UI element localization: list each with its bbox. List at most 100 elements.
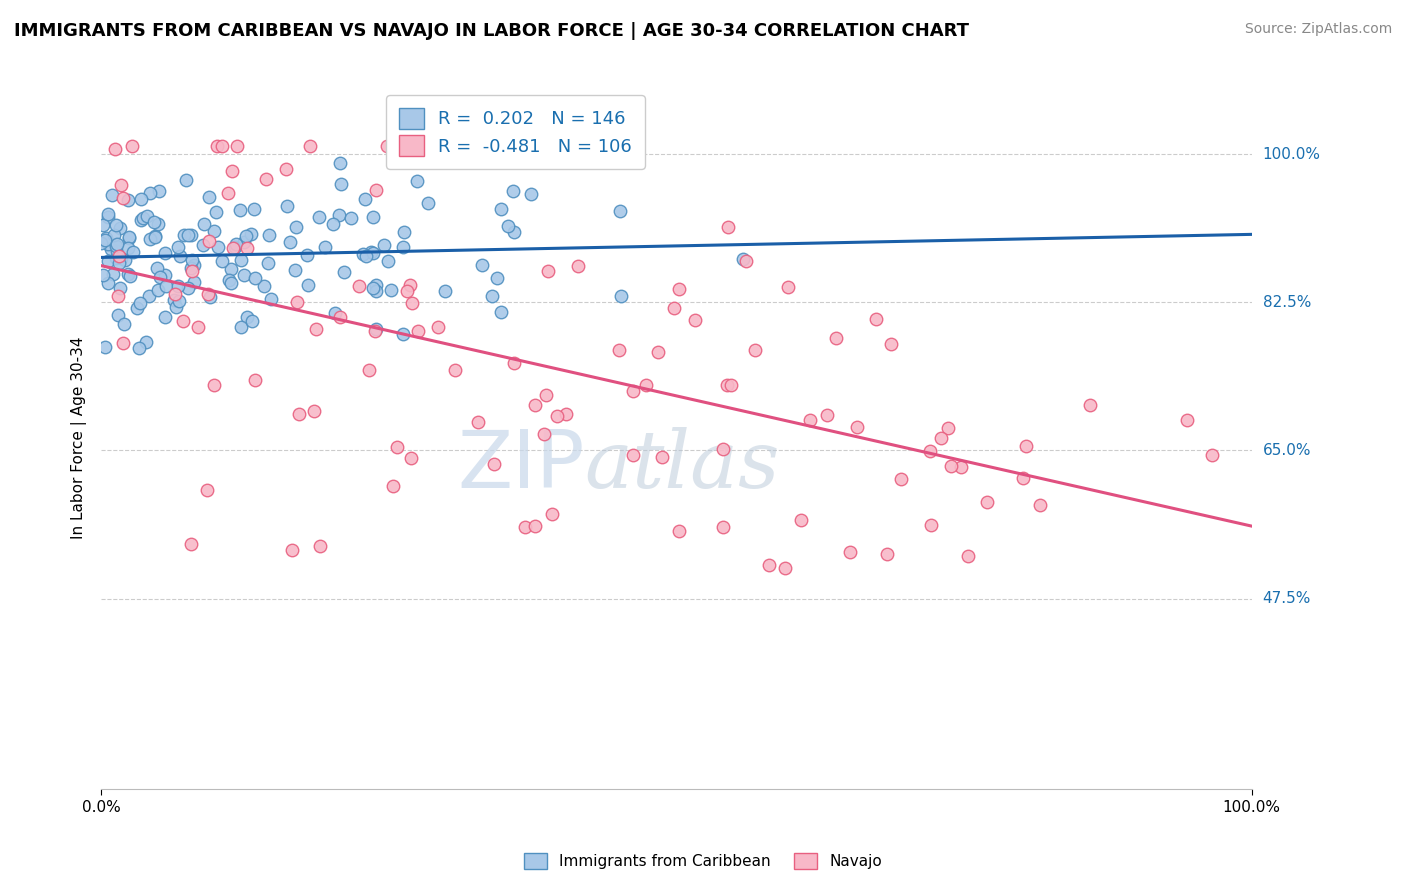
Point bbox=[1015, 439, 1038, 453]
Point bbox=[668, 524, 690, 538]
Point bbox=[254, 172, 277, 186]
Point bbox=[219, 276, 242, 290]
Point bbox=[339, 211, 361, 225]
Point bbox=[364, 277, 387, 292]
Point bbox=[443, 363, 465, 377]
Point bbox=[117, 193, 139, 207]
Point bbox=[121, 138, 143, 153]
Point bbox=[396, 285, 419, 299]
Point bbox=[153, 310, 176, 325]
Point bbox=[110, 178, 132, 192]
Point bbox=[218, 186, 240, 200]
Point bbox=[105, 237, 128, 252]
Point bbox=[107, 249, 129, 263]
Point bbox=[297, 248, 319, 262]
Point bbox=[148, 184, 170, 198]
Point bbox=[482, 457, 505, 471]
Point bbox=[328, 208, 350, 222]
Point bbox=[233, 235, 256, 249]
Point bbox=[139, 186, 162, 200]
Point bbox=[533, 426, 555, 441]
Point bbox=[825, 331, 848, 345]
Point bbox=[129, 192, 152, 206]
Point bbox=[97, 237, 120, 252]
Point bbox=[567, 260, 589, 274]
Point bbox=[481, 288, 503, 302]
Point bbox=[744, 343, 766, 358]
Point bbox=[278, 235, 301, 250]
Point bbox=[720, 378, 742, 392]
Point bbox=[284, 219, 307, 234]
Point bbox=[380, 283, 402, 297]
Point bbox=[180, 537, 202, 551]
Point bbox=[118, 269, 141, 284]
Point bbox=[108, 281, 131, 295]
Point bbox=[790, 513, 813, 527]
Text: 82.5%: 82.5% bbox=[1263, 294, 1310, 310]
Point bbox=[253, 278, 276, 293]
Point bbox=[100, 242, 122, 256]
Point bbox=[183, 275, 205, 289]
Point bbox=[621, 384, 644, 399]
Point bbox=[361, 210, 384, 224]
Point bbox=[920, 518, 942, 533]
Point bbox=[94, 230, 117, 244]
Point bbox=[143, 215, 166, 229]
Point bbox=[245, 271, 267, 285]
Point bbox=[1080, 398, 1102, 412]
Text: 100.0%: 100.0% bbox=[1263, 146, 1320, 161]
Point bbox=[105, 244, 128, 258]
Point bbox=[731, 252, 754, 266]
Point bbox=[187, 319, 209, 334]
Point bbox=[97, 254, 120, 268]
Point bbox=[225, 237, 247, 252]
Point bbox=[503, 225, 526, 239]
Point bbox=[167, 240, 190, 254]
Point bbox=[240, 227, 263, 241]
Point bbox=[405, 174, 427, 188]
Point bbox=[392, 240, 415, 254]
Point bbox=[180, 228, 202, 243]
Point bbox=[938, 420, 960, 434]
Point bbox=[309, 539, 332, 553]
Point bbox=[322, 217, 344, 231]
Point bbox=[711, 519, 734, 533]
Point bbox=[94, 340, 117, 354]
Point bbox=[218, 273, 240, 287]
Point bbox=[181, 263, 204, 277]
Point bbox=[97, 276, 120, 290]
Point bbox=[799, 413, 821, 427]
Point bbox=[305, 321, 328, 335]
Point bbox=[536, 388, 558, 402]
Point bbox=[546, 409, 568, 423]
Point bbox=[135, 334, 157, 349]
Point bbox=[229, 252, 252, 267]
Point bbox=[773, 561, 796, 575]
Point bbox=[489, 202, 512, 216]
Point bbox=[467, 415, 489, 429]
Point bbox=[485, 271, 508, 285]
Point bbox=[118, 231, 141, 245]
Point bbox=[166, 278, 188, 293]
Point bbox=[276, 199, 298, 213]
Point bbox=[381, 478, 404, 492]
Point bbox=[114, 252, 136, 267]
Point bbox=[146, 284, 169, 298]
Point bbox=[236, 240, 259, 254]
Point bbox=[118, 230, 141, 244]
Point bbox=[198, 189, 221, 203]
Point bbox=[361, 245, 384, 260]
Point bbox=[524, 519, 547, 533]
Point bbox=[297, 278, 319, 293]
Text: IMMIGRANTS FROM CARIBBEAN VS NAVAJO IN LABOR FORCE | AGE 30-34 CORRELATION CHART: IMMIGRANTS FROM CARIBBEAN VS NAVAJO IN L… bbox=[14, 22, 969, 40]
Point bbox=[112, 335, 135, 350]
Point bbox=[149, 270, 172, 285]
Point bbox=[112, 191, 135, 205]
Point bbox=[520, 186, 543, 201]
Text: atlas: atlas bbox=[585, 427, 780, 505]
Point bbox=[939, 459, 962, 474]
Point bbox=[229, 320, 252, 334]
Point bbox=[117, 241, 139, 255]
Point bbox=[375, 138, 398, 153]
Point bbox=[607, 343, 630, 357]
